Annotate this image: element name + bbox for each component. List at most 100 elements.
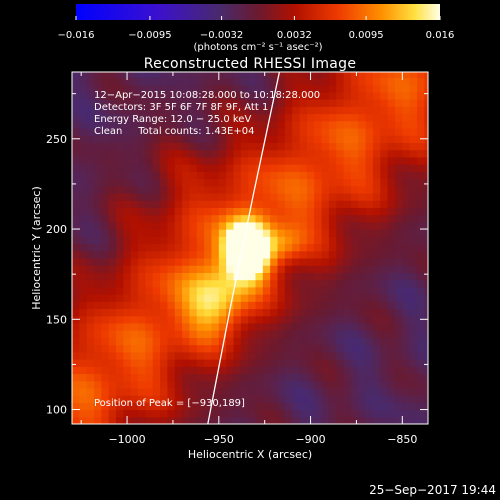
y-tick-label: 100 [46,404,67,417]
heatmap-cell [314,135,323,143]
heatmap-cell [328,402,337,411]
heatmap-cell [306,330,315,338]
heatmap-cell [262,135,271,143]
heatmap-cell [167,344,176,353]
heatmap-cell [189,72,198,79]
heatmap-cell [292,294,301,302]
heatmap-cell [292,72,301,79]
heatmap-cell [189,257,198,266]
heatmap-cell [336,366,345,375]
heatmap-cell [211,402,220,411]
heatmap-cell [416,142,425,151]
heatmap-cell [204,301,213,310]
heatmap-cell [365,178,374,187]
heatmap-cell [130,243,139,252]
heatmap-cell [336,250,345,259]
heatmap-cell [299,344,308,353]
heatmap-cell [321,135,330,143]
heatmap-cell [196,91,205,100]
heatmap-cell [204,185,213,194]
heatmap-cell [350,185,359,194]
heatmap-cell [394,236,403,245]
heatmap-cell [365,257,374,266]
heatmap-cell [218,207,227,216]
heatmap-cell [270,315,279,324]
heatmap-cell [321,322,330,331]
heatmap-cell [108,380,117,389]
heatmap-cell [123,221,132,230]
heatmap-cell [328,359,337,367]
heatmap-cell [321,99,330,107]
heatmap-cell [409,156,418,165]
heatmap-cell [94,265,102,273]
heatmap-cell [358,351,367,360]
heatmap-cell [116,229,124,237]
heatmap-cell [218,229,227,237]
heatmap-cell [182,72,191,79]
heatmap-cell [292,106,301,115]
heatmap-cell [255,265,264,273]
heatmap-cell [152,99,161,107]
heatmap-cell [196,308,205,317]
heatmap-cell [314,127,323,136]
heatmap-cell [189,207,198,216]
y-axis-label: Heliocentric Y (arcsec) [30,186,43,310]
heatmap-cell [167,322,176,331]
heatmap-cell [270,149,279,158]
heatmap-cell [182,243,191,252]
heatmap-cell [196,395,205,403]
heatmap-cell [372,308,381,317]
heatmap-cell [262,344,271,353]
heatmap-cell [240,135,249,143]
heatmap-cell [130,185,139,194]
heatmap-cell [365,330,374,338]
heatmap-cell [402,308,411,317]
heatmap-cell [116,77,124,86]
heatmap-cell [299,315,308,324]
heatmap-cell [306,120,315,129]
heatmap-cell [402,214,411,223]
heatmap-cell [116,351,124,360]
heatmap-cell [189,185,198,194]
heatmap-cell [138,286,146,295]
heatmap-cell [72,207,80,216]
heatmap-cell [72,142,80,151]
heatmap-cell [167,402,176,411]
heatmap-cell [365,380,374,389]
heatmap-cell [270,113,279,122]
heatmap-cell [292,286,301,295]
colorbar-tick-label: 0.0032 [277,30,312,41]
heatmap-cell [416,359,425,367]
heatmap-cell [284,344,293,353]
heatmap-cell [116,359,124,367]
heatmap-cell [328,84,337,93]
heatmap-cell [233,221,242,230]
heatmap-cell [189,99,198,107]
heatmap-cell [306,185,315,194]
heatmap-cell [204,156,213,165]
heatmap-cell [292,214,301,223]
heatmap-cell [372,164,381,172]
heatmap-cell [233,99,242,107]
heatmap-cell [116,416,124,424]
heatmap-cell [152,178,161,187]
heatmap-cell [174,286,183,295]
heatmap-cell [86,207,95,216]
heatmap-cell [160,171,169,180]
heatmap-cell [116,185,124,194]
heatmap-cell [277,250,286,259]
heatmap-cell [365,315,374,324]
heatmap-cell [306,207,315,216]
heatmap-cell [365,265,374,273]
heatmap-cell [86,135,95,143]
heatmap-cell [116,200,124,208]
heatmap-cell [424,250,428,259]
heatmap-cell [380,402,389,411]
heatmap-cell [94,294,102,302]
heatmap-cell [255,416,264,424]
heatmap-cell [424,84,428,93]
heatmap-cell [79,359,88,367]
heatmap-cell [270,106,279,115]
heatmap-cell [394,308,403,317]
y-tick-label: 200 [46,223,67,236]
